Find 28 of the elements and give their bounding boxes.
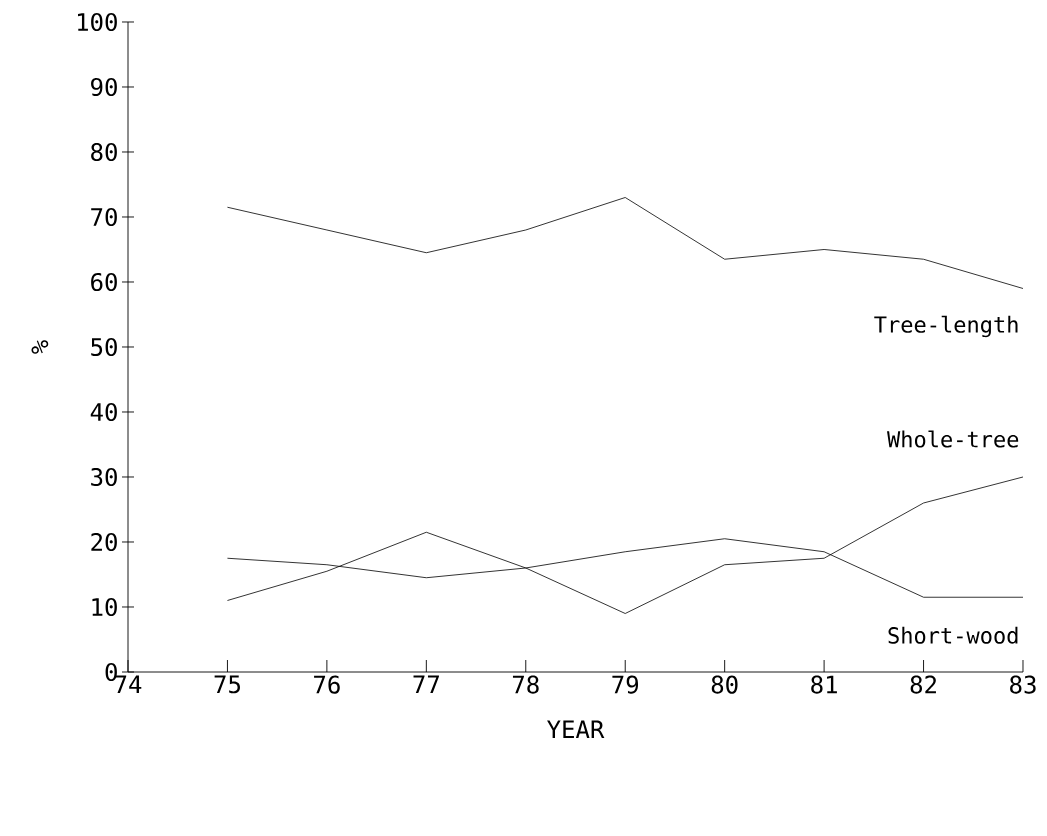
x-tick-label: 79 [612,675,639,694]
x-tick-label: 75 [214,675,240,694]
series-label: Whole-tree [887,430,1019,448]
y-tick-label: 90 [91,77,117,97]
x-tick-label: 78 [512,675,539,694]
x-tick-label: 82 [910,675,936,694]
y-tick-label: 30 [91,467,117,487]
y-tick-label: 10 [92,597,117,617]
y-tick-label: 60 [91,272,117,292]
series-label: Short-wood [888,626,1018,644]
y-tick-label: 80 [91,142,117,162]
y-tick-label: 40 [90,402,117,422]
x-tick-label: 74 [115,675,142,694]
x-tick-label: 81 [811,675,837,694]
series-label: Tree-length [874,315,1018,338]
x-axis-title: YEAR [547,720,605,739]
y-tick-label: 100 [78,12,117,32]
x-tick-label: 80 [711,675,738,694]
x-tick-label: 83 [1010,675,1036,694]
x-tick-label: 76 [314,675,340,694]
line-series [227,476,1024,614]
y-tick-label: 50 [91,337,117,357]
y-axis-title: % [31,340,49,354]
y-tick-label: 70 [91,207,117,227]
x-tick-label: 77 [413,675,439,694]
y-tick-label: 0 [105,662,117,682]
line-series [227,197,1024,289]
y-tick-label: 20 [91,532,117,552]
